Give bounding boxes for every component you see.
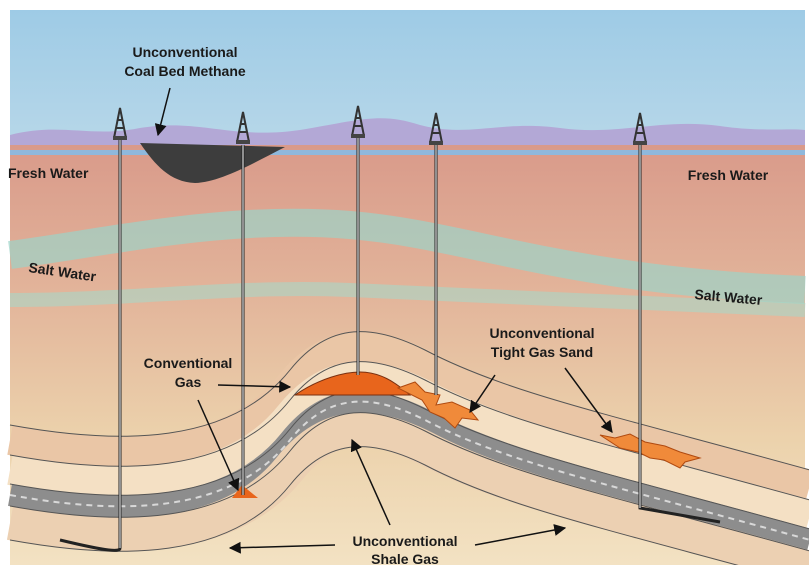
- label: Tight Gas Sand: [491, 344, 593, 360]
- fresh-water-layer: [10, 150, 805, 155]
- label: Unconventional: [352, 533, 457, 549]
- conventional-gas-trap: [232, 485, 258, 498]
- label: Conventional: [144, 355, 233, 371]
- label: Shale Gas: [371, 551, 439, 565]
- label: Unconventional: [489, 325, 594, 341]
- tight-gas-sand: [396, 381, 480, 429]
- label: Gas: [175, 374, 202, 390]
- label: Fresh Water: [688, 167, 769, 183]
- label: Salt Water: [694, 286, 764, 308]
- well-highlights: [119, 138, 641, 548]
- mountains: [10, 118, 805, 150]
- coal-bed: [140, 143, 285, 183]
- label: Coal Bed Methane: [124, 63, 246, 79]
- label: Fresh Water: [8, 165, 89, 181]
- label: Unconventional: [132, 44, 237, 60]
- scene: Unconventional Coal Bed Methane Fresh Wa…: [8, 10, 809, 565]
- arrows: [154, 87, 613, 554]
